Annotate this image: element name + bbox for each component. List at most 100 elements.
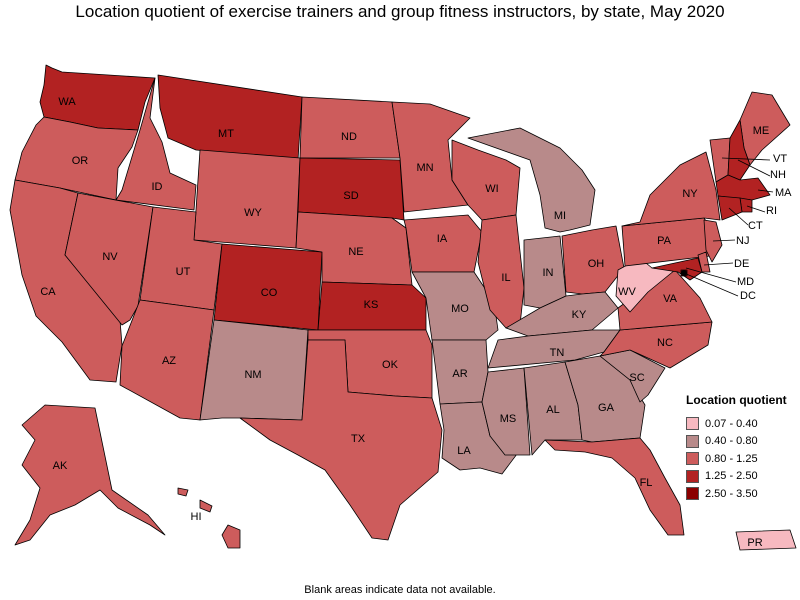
state-label-ct: CT: [748, 220, 763, 232]
state-label-mi: MI: [554, 210, 566, 222]
state-label-az: AZ: [162, 355, 176, 367]
state-ny: [621, 151, 721, 227]
leader-line-ma: [757, 189, 774, 193]
state-az: [119, 299, 215, 421]
footnote: Blank areas indicate data not available.: [304, 584, 496, 596]
state-label-vt: VT: [773, 153, 787, 165]
state-ks: [317, 281, 427, 331]
state-label-ar: AR: [452, 368, 467, 380]
legend-title: Location quotient: [686, 393, 787, 407]
state-label-nc: NC: [657, 337, 673, 349]
state-label-ok: OK: [382, 359, 399, 371]
state-label-tx: TX: [351, 433, 366, 445]
state-label-la: LA: [457, 445, 471, 457]
state-label-va: VA: [663, 293, 678, 305]
state-label-id: ID: [152, 181, 163, 193]
state-label-mn: MN: [416, 162, 433, 174]
legend-swatch: [686, 434, 699, 448]
state-label-wi: WI: [485, 183, 498, 195]
legend-item: 2.50 - 3.50: [686, 485, 787, 503]
state-label-ak: AK: [53, 460, 68, 472]
state-label-wy: WY: [244, 207, 262, 219]
state-label-ks: KS: [364, 299, 379, 311]
state-label-wv: WV: [618, 286, 636, 298]
state-label-nd: ND: [341, 131, 357, 143]
state-label-nm: NM: [244, 369, 261, 381]
legend-swatch: [686, 417, 699, 431]
legend-swatch: [686, 452, 699, 466]
state-tx: [239, 339, 443, 541]
state-hi: [177, 487, 241, 549]
state-label-il: IL: [501, 272, 510, 284]
state-label-ma: MA: [775, 187, 792, 199]
state-sd: [297, 157, 405, 221]
state-label-co: CO: [261, 287, 278, 299]
state-label-hi: HI: [191, 511, 202, 523]
state-label-nh: NH: [770, 169, 786, 181]
state-label-ne: NE: [348, 246, 363, 258]
state-label-oh: OH: [588, 258, 605, 270]
state-label-or: OR: [72, 155, 89, 167]
legend-label: 2.50 - 3.50: [705, 487, 758, 500]
state-label-me: ME: [753, 125, 770, 137]
map-title: Location quotient of exercise trainers a…: [75, 2, 725, 21]
state-label-ga: GA: [598, 402, 615, 414]
state-label-ky: KY: [572, 309, 587, 321]
state-label-tn: TN: [550, 347, 565, 359]
state-label-nv: NV: [102, 251, 118, 263]
state-label-in: IN: [543, 267, 554, 279]
state-label-ri: RI: [766, 205, 777, 217]
state-label-ny: NY: [682, 188, 698, 200]
leader-line-ct: [728, 207, 749, 226]
state-label-wa: WA: [58, 96, 76, 108]
state-label-pa: PA: [657, 235, 672, 247]
legend: Location quotient 0.07 - 0.40 0.40 - 0.80…: [686, 393, 787, 503]
leader-line-vt: [721, 157, 771, 161]
state-label-dc: DC: [740, 290, 756, 302]
state-oh: [561, 225, 625, 295]
legend-label: 1.25 - 2.50: [705, 470, 758, 483]
state-label-sc: SC: [629, 372, 644, 384]
state-label-de: DE: [734, 258, 749, 270]
state-md: [651, 257, 703, 281]
state-or: [14, 116, 139, 201]
state-id: [115, 77, 197, 211]
leader-line-nj: [712, 239, 736, 242]
state-label-al: AL: [546, 404, 559, 416]
legend-item: 0.07 - 0.40: [686, 415, 787, 433]
state-label-pr: PR: [747, 537, 762, 549]
legend-label: 0.07 - 0.40: [705, 417, 758, 430]
legend-swatch: [686, 487, 699, 501]
state-label-mo: MO: [451, 303, 469, 315]
state-mo: [411, 271, 499, 341]
state-ak: [14, 404, 166, 546]
state-wy: [193, 149, 301, 249]
state-label-ut: UT: [176, 266, 191, 278]
leader-line-de: [703, 262, 734, 266]
state-label-mt: MT: [218, 128, 234, 140]
state-pr: [735, 529, 797, 551]
state-label-md: MD: [737, 276, 754, 288]
leader-line-nh: [737, 159, 771, 177]
state-nd: [299, 96, 401, 159]
leader-line-ri: [746, 205, 766, 213]
state-fl: [544, 437, 685, 536]
state-mt: [157, 74, 303, 161]
state-mi: [467, 127, 596, 233]
state-label-ca: CA: [40, 286, 56, 298]
legend-swatch: [686, 469, 699, 483]
state-label-fl: FL: [640, 477, 653, 489]
dc-marker: [681, 270, 687, 276]
leader-line-md: [685, 267, 737, 283]
legend-label: 0.80 - 1.25: [705, 452, 758, 465]
legend-label: 0.40 - 0.80: [705, 435, 758, 448]
state-label-sd: SD: [343, 190, 358, 202]
legend-item: 1.25 - 2.50: [686, 468, 787, 486]
state-label-ms: MS: [500, 413, 517, 425]
legend-item: 0.40 - 0.80: [686, 433, 787, 451]
state-label-ia: IA: [437, 233, 448, 245]
legend-item: 0.80 - 1.25: [686, 450, 787, 468]
state-label-nj: NJ: [736, 235, 749, 247]
leader-line-dc: [683, 272, 739, 297]
